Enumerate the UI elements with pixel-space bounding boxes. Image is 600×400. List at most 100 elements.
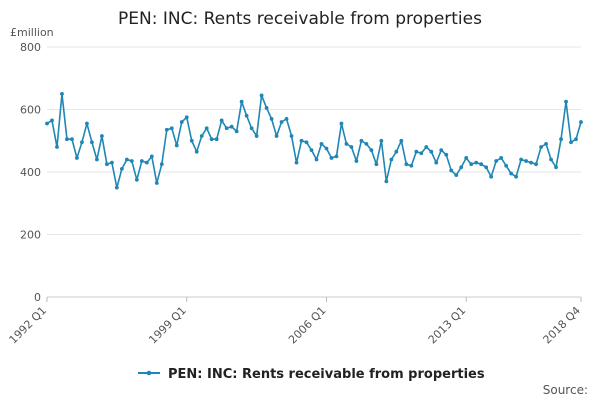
- data-point[interactable]: [184, 115, 189, 120]
- data-point[interactable]: [339, 121, 344, 126]
- data-point[interactable]: [214, 137, 219, 142]
- data-point[interactable]: [264, 106, 269, 110]
- data-point[interactable]: [279, 120, 284, 124]
- data-point[interactable]: [164, 127, 169, 132]
- data-point[interactable]: [134, 177, 139, 182]
- data-point[interactable]: [154, 181, 159, 185]
- data-point[interactable]: [80, 140, 84, 145]
- data-point[interactable]: [45, 121, 49, 126]
- data-point[interactable]: [119, 166, 124, 171]
- data-point[interactable]: [194, 149, 199, 154]
- data-point[interactable]: [424, 145, 429, 149]
- data-point[interactable]: [394, 149, 399, 154]
- data-point[interactable]: [434, 160, 439, 165]
- data-point[interactable]: [489, 174, 494, 179]
- data-point[interactable]: [314, 157, 319, 162]
- data-point[interactable]: [354, 159, 359, 163]
- data-point[interactable]: [399, 138, 404, 143]
- data-point[interactable]: [244, 113, 249, 118]
- data-point[interactable]: [464, 156, 469, 160]
- data-point[interactable]: [90, 140, 94, 145]
- data-point[interactable]: [414, 149, 419, 154]
- data-point[interactable]: [459, 165, 464, 170]
- data-point[interactable]: [494, 159, 499, 163]
- data-point[interactable]: [234, 129, 239, 134]
- data-point[interactable]: [70, 137, 74, 142]
- legend[interactable]: PEN: INC: Rents receivable from properti…: [138, 367, 485, 382]
- data-point[interactable]: [579, 120, 583, 124]
- data-point[interactable]: [359, 138, 364, 143]
- data-point[interactable]: [294, 160, 299, 165]
- data-point[interactable]: [364, 141, 369, 146]
- data-point[interactable]: [104, 162, 109, 167]
- data-point[interactable]: [289, 134, 294, 138]
- data-point[interactable]: [139, 159, 144, 163]
- data-point[interactable]: [50, 118, 54, 123]
- data-point[interactable]: [179, 120, 184, 124]
- data-point[interactable]: [529, 160, 533, 165]
- data-point[interactable]: [204, 126, 209, 131]
- data-point[interactable]: [539, 145, 543, 149]
- data-point[interactable]: [404, 162, 409, 167]
- data-point[interactable]: [124, 157, 129, 162]
- data-point[interactable]: [189, 138, 194, 143]
- data-point[interactable]: [319, 141, 324, 146]
- data-point[interactable]: [239, 99, 244, 104]
- data-point[interactable]: [219, 118, 224, 123]
- data-point[interactable]: [100, 134, 104, 138]
- data-point[interactable]: [259, 93, 264, 98]
- data-point[interactable]: [514, 174, 519, 179]
- data-point[interactable]: [564, 99, 568, 104]
- data-point[interactable]: [249, 126, 254, 131]
- data-point[interactable]: [85, 121, 89, 126]
- data-point[interactable]: [269, 116, 274, 121]
- data-point[interactable]: [65, 137, 69, 142]
- data-point[interactable]: [569, 140, 573, 145]
- data-point[interactable]: [544, 141, 548, 146]
- data-point[interactable]: [169, 126, 174, 131]
- data-point[interactable]: [484, 165, 489, 170]
- data-point[interactable]: [469, 162, 474, 167]
- data-point[interactable]: [574, 137, 578, 142]
- data-point[interactable]: [329, 156, 334, 160]
- data-point[interactable]: [114, 185, 119, 190]
- data-point[interactable]: [209, 137, 214, 142]
- data-point[interactable]: [334, 154, 339, 159]
- data-point[interactable]: [524, 159, 528, 163]
- data-point[interactable]: [349, 145, 354, 149]
- data-point[interactable]: [199, 134, 204, 138]
- data-point[interactable]: [274, 134, 279, 138]
- data-point[interactable]: [449, 168, 454, 173]
- data-point[interactable]: [159, 162, 164, 167]
- data-point[interactable]: [149, 154, 154, 159]
- data-point[interactable]: [379, 138, 384, 143]
- data-point[interactable]: [444, 152, 449, 157]
- data-point[interactable]: [309, 148, 314, 153]
- data-point[interactable]: [299, 138, 304, 143]
- data-point[interactable]: [109, 160, 114, 165]
- data-point[interactable]: [409, 163, 414, 168]
- data-point[interactable]: [389, 157, 394, 162]
- data-point[interactable]: [384, 179, 389, 184]
- data-point[interactable]: [419, 151, 424, 156]
- data-point[interactable]: [304, 140, 309, 145]
- data-point[interactable]: [224, 126, 229, 131]
- data-point[interactable]: [554, 165, 558, 170]
- data-point[interactable]: [474, 160, 479, 165]
- data-point[interactable]: [479, 162, 484, 167]
- data-point[interactable]: [534, 162, 538, 167]
- data-point[interactable]: [254, 134, 259, 138]
- data-point[interactable]: [174, 143, 179, 148]
- data-point[interactable]: [75, 156, 79, 160]
- data-point[interactable]: [324, 146, 329, 151]
- data-point[interactable]: [229, 124, 234, 129]
- data-point[interactable]: [549, 157, 553, 162]
- data-point[interactable]: [439, 148, 444, 153]
- data-point[interactable]: [344, 141, 349, 146]
- data-point[interactable]: [60, 91, 64, 96]
- data-point[interactable]: [95, 157, 99, 162]
- data-point[interactable]: [55, 145, 59, 149]
- data-point[interactable]: [284, 116, 289, 121]
- data-point[interactable]: [559, 137, 563, 142]
- data-point[interactable]: [374, 162, 379, 167]
